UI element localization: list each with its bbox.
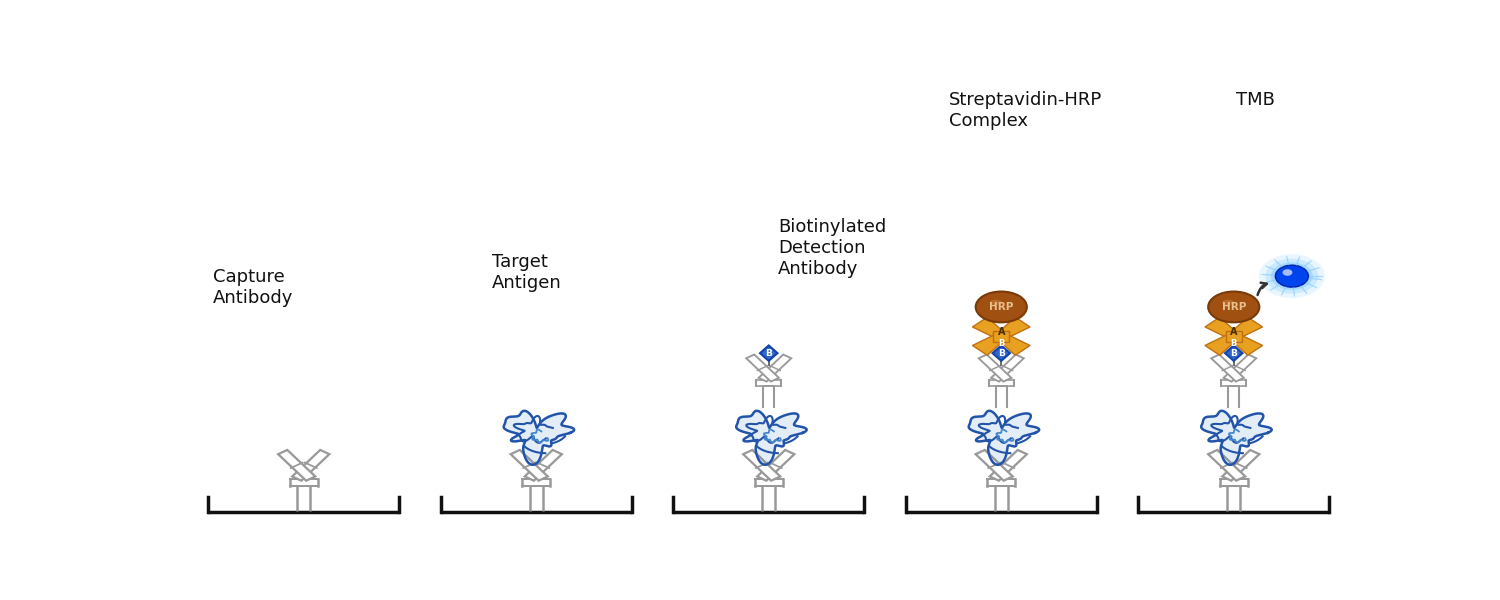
Ellipse shape (990, 299, 1002, 305)
Bar (1226, 331, 1242, 341)
Polygon shape (736, 411, 807, 465)
Polygon shape (972, 317, 1005, 339)
Polygon shape (992, 355, 1024, 382)
Text: A: A (1230, 326, 1238, 337)
Text: HRP: HRP (1221, 302, 1246, 312)
Polygon shape (1230, 334, 1263, 355)
Polygon shape (993, 346, 1010, 361)
Text: A: A (998, 326, 1005, 337)
Polygon shape (969, 411, 1040, 465)
Text: HRP: HRP (988, 302, 1014, 312)
Circle shape (1275, 265, 1308, 287)
Polygon shape (758, 450, 795, 481)
Bar (993, 331, 1010, 341)
Text: B: B (765, 349, 772, 358)
Ellipse shape (975, 292, 1028, 322)
Polygon shape (1204, 317, 1237, 339)
Polygon shape (525, 450, 562, 481)
Polygon shape (504, 411, 574, 465)
Polygon shape (972, 334, 1005, 355)
Polygon shape (1226, 346, 1242, 361)
Polygon shape (1224, 355, 1257, 382)
Text: TMB: TMB (1236, 91, 1275, 109)
Ellipse shape (1222, 299, 1233, 305)
Polygon shape (746, 355, 778, 382)
Polygon shape (759, 355, 792, 382)
Text: Target
Antigen: Target Antigen (492, 253, 562, 292)
Polygon shape (1204, 334, 1237, 355)
Polygon shape (1222, 450, 1260, 481)
Circle shape (1266, 259, 1318, 294)
Polygon shape (1202, 411, 1272, 465)
Polygon shape (998, 317, 1030, 339)
Polygon shape (998, 334, 1030, 355)
Text: Capture
Antibody: Capture Antibody (213, 268, 294, 307)
Circle shape (1270, 262, 1312, 290)
Polygon shape (292, 450, 330, 481)
Polygon shape (278, 450, 315, 481)
Text: B: B (1230, 349, 1238, 358)
Text: B: B (998, 338, 1005, 347)
Text: B: B (998, 349, 1005, 358)
Polygon shape (742, 450, 780, 481)
Polygon shape (1210, 355, 1243, 382)
Polygon shape (1230, 317, 1263, 339)
Ellipse shape (1208, 292, 1260, 322)
Polygon shape (978, 355, 1011, 382)
Polygon shape (990, 450, 1028, 481)
Circle shape (1258, 254, 1324, 298)
Polygon shape (510, 450, 548, 481)
Polygon shape (760, 346, 777, 361)
Polygon shape (1208, 450, 1245, 481)
Polygon shape (975, 450, 1012, 481)
Text: Biotinylated
Detection
Antibody: Biotinylated Detection Antibody (778, 218, 886, 278)
Text: Streptavidin-HRP
Complex: Streptavidin-HRP Complex (950, 91, 1102, 130)
Text: B: B (1230, 338, 1238, 347)
Circle shape (1282, 269, 1293, 276)
